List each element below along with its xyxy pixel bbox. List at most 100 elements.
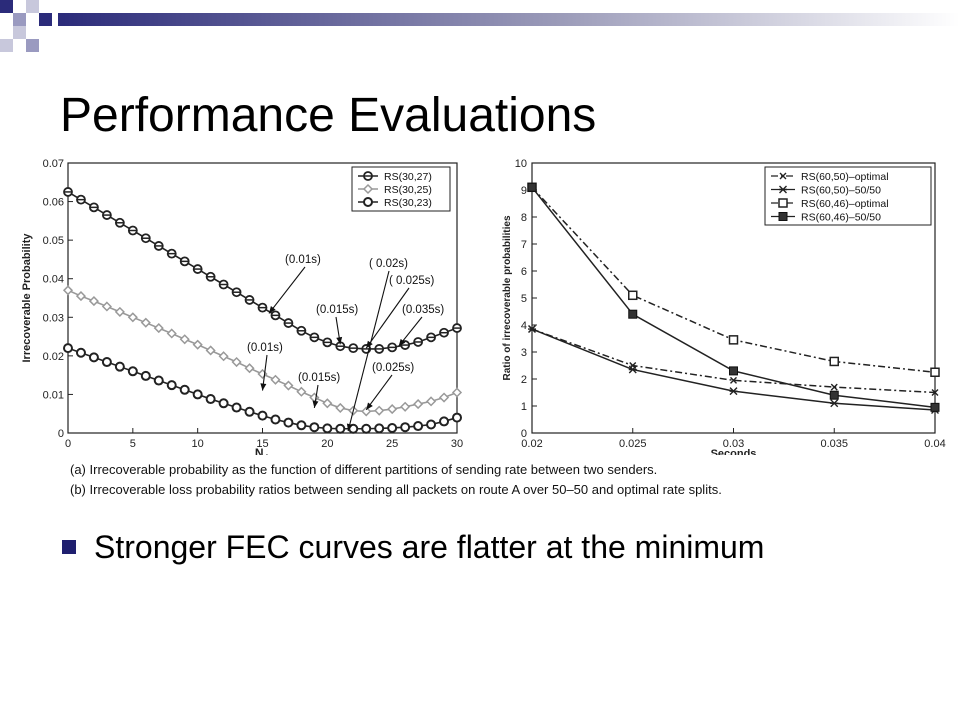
x-tick-label: 0.03: [723, 438, 744, 450]
data-point: [62, 285, 74, 296]
y-tick-label: 0: [58, 428, 64, 440]
annotation-arrowhead: [346, 423, 353, 432]
x-tick-label: 0.02: [521, 438, 542, 450]
annotation-arrowhead: [366, 340, 373, 349]
data-point: [101, 301, 112, 312]
y-tick-label: 3: [521, 347, 527, 359]
data-point: [778, 212, 788, 221]
caption-a: (a) Irrecoverable probability as the fun…: [70, 462, 658, 477]
header-square: [13, 26, 26, 39]
data-point: [244, 406, 255, 417]
data-point: [231, 356, 242, 368]
annotation-arrowhead: [260, 383, 267, 391]
data-point: [830, 383, 838, 391]
x-tick-label: 15: [256, 438, 268, 450]
data-point: [205, 345, 216, 356]
annotation: ( 0.025s): [365, 275, 435, 349]
data-point: [730, 376, 737, 384]
data-point: [779, 185, 787, 194]
y-tick-label: 7: [521, 239, 527, 251]
annotation: (0.01s): [268, 254, 321, 314]
data-point: [88, 352, 99, 363]
y-tick-label: 0.06: [43, 197, 64, 209]
bullet-square-icon: [62, 540, 76, 554]
data-point: [179, 334, 190, 345]
chart-irrecoverable-probability: 0 0.01 0.02 0.03 0.04 0.05 0.06 0.07 0 5 10 15 20 25 3…: [21, 158, 463, 455]
data-point: [270, 374, 281, 385]
annotation-label: ( 0.025s): [389, 275, 435, 287]
data-point: [166, 380, 177, 391]
data-point: [438, 392, 450, 403]
legend-label: RS(60,46)–optimal: [801, 198, 889, 210]
annotation-label: (0.025s): [372, 362, 414, 374]
annotation-arrowhead: [366, 402, 373, 410]
data-point: [628, 309, 638, 319]
x-tick-label: 10: [192, 438, 204, 450]
series-RS(60,46)–50/50: [527, 182, 940, 412]
annotation-label: (0.015s): [316, 304, 358, 316]
y-tick-label: 9: [521, 185, 527, 197]
series-RS(30,23): [63, 343, 462, 434]
y-tick-label: 0: [521, 428, 527, 440]
data-point: [729, 366, 738, 376]
data-point: [218, 351, 229, 362]
data-point: [374, 405, 385, 416]
header-square: [26, 39, 39, 52]
data-point: [728, 335, 739, 345]
data-point: [830, 399, 839, 408]
data-point: [153, 323, 164, 334]
annotation-arrowhead: [268, 306, 276, 314]
data-point: [413, 421, 424, 432]
data-point: [296, 420, 307, 431]
annotation-label: (0.015s): [298, 372, 340, 384]
legend-entry: RS(30,23): [358, 197, 432, 209]
annotation-arrowhead: [336, 336, 343, 345]
header-square: [13, 13, 26, 26]
x-axis-label: NA: [255, 446, 271, 455]
data-point: [426, 419, 437, 430]
data-point: [309, 422, 320, 433]
legend-entry: RS(60,50)–optimal: [771, 171, 889, 183]
data-point: [296, 386, 307, 397]
annotation-label: (0.01s): [247, 342, 283, 354]
header-square: [0, 39, 13, 52]
data-point: [528, 325, 536, 334]
y-tick-label: 0.02: [43, 351, 64, 363]
legend-label: RS(60,50)–optimal: [801, 171, 889, 183]
y-tick-label: 0.03: [43, 312, 64, 324]
y-axis-label: Irrecoverable Probability: [21, 233, 33, 363]
legend-label: RS(60,50)–50/50: [801, 185, 881, 197]
data-point: [361, 406, 372, 417]
data-point: [778, 198, 788, 208]
data-point: [452, 412, 462, 423]
header-square: [26, 0, 39, 13]
data-point: [361, 423, 372, 434]
annotation-label: (0.035s): [402, 304, 444, 316]
data-point: [628, 290, 638, 301]
x-axis-label-subscript: A: [264, 453, 271, 455]
page-title: Performance Evaluations: [60, 89, 597, 142]
x-tick-label: 0.025: [619, 438, 647, 450]
data-point: [362, 183, 374, 195]
annotation: (0.01s): [247, 342, 283, 391]
y-tick-label: 10: [515, 158, 527, 170]
data-point: [257, 410, 268, 421]
y-tick-label: 0.04: [43, 274, 64, 286]
data-point: [179, 384, 190, 395]
data-point: [931, 389, 939, 396]
y-tick-label: 0.05: [43, 235, 64, 247]
annotation-label: (0.01s): [285, 254, 321, 266]
y-axis-label: Ratio of irrecoverable probabilities: [502, 215, 513, 380]
data-point: [127, 312, 138, 323]
data-point: [114, 306, 125, 317]
data-point: [75, 347, 86, 358]
data-point: [400, 401, 411, 412]
legend-entry: RS(60,50)–50/50: [771, 185, 881, 197]
x-tick-label: 5: [130, 438, 136, 450]
annotation: (0.035s): [398, 304, 444, 347]
annotation: ( 0.02s): [346, 258, 408, 432]
data-point: [779, 172, 787, 180]
data-point: [140, 370, 151, 381]
data-point: [400, 422, 411, 433]
